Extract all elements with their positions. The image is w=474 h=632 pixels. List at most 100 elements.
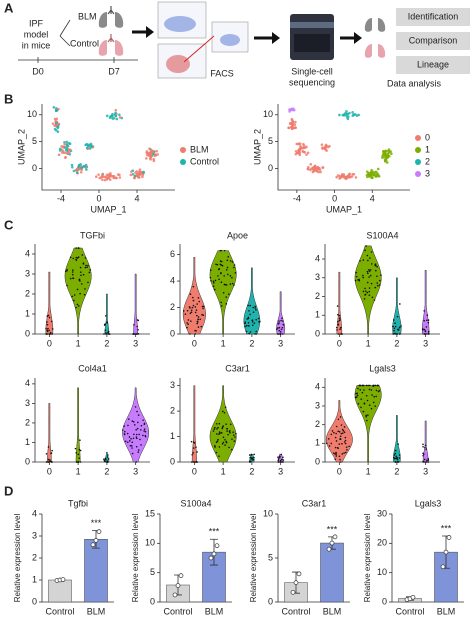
x-tick-label: 3: [423, 338, 428, 348]
cell-dot: [225, 296, 228, 298]
cell-dot: [335, 326, 338, 329]
cell-dot: [215, 263, 217, 266]
group-label: BLM: [78, 11, 97, 21]
cell-dot: [229, 430, 231, 432]
cell-dot: [213, 428, 216, 430]
cell-point: [149, 158, 152, 161]
cell-dot: [355, 271, 358, 274]
cell-dot: [253, 456, 255, 459]
cell-dot: [50, 320, 53, 323]
cell-dot: [133, 324, 135, 326]
cell-point: [136, 174, 140, 178]
cell-dot: [218, 422, 221, 425]
cell-point: [383, 155, 386, 158]
cell-dot: [396, 456, 398, 459]
cell-point: [156, 153, 159, 156]
violin: [45, 271, 54, 335]
cell-dot: [330, 442, 333, 445]
violin-title: Apoe: [227, 230, 248, 240]
cell-dot: [79, 292, 81, 295]
y-tick-label: 0: [25, 456, 30, 466]
cell-dot: [337, 320, 339, 323]
cell-point: [376, 167, 380, 171]
cell-dot: [423, 333, 426, 335]
cell-dot: [371, 296, 374, 299]
replicate-point: [172, 592, 178, 598]
cell-dot: [220, 432, 223, 434]
cell-dot: [366, 270, 369, 273]
cell-point: [315, 169, 318, 172]
cell-dot: [107, 333, 110, 335]
cell-point: [345, 114, 348, 117]
cell-dot: [194, 306, 197, 308]
cell-dot: [139, 438, 141, 441]
cell-dot: [215, 441, 218, 444]
y-tick-label: 5: [150, 567, 155, 577]
lung-icon: [98, 6, 124, 28]
cell-point: [133, 176, 136, 180]
cell-dot: [400, 325, 402, 327]
violin: [182, 256, 206, 335]
cell-dot: [46, 329, 48, 332]
cell-point: [290, 117, 294, 121]
cell-dot: [376, 266, 379, 268]
cell-dot: [46, 321, 48, 323]
cell-dot: [219, 260, 222, 262]
cell-dot: [427, 457, 430, 460]
violin: [122, 387, 150, 463]
cell-dot: [368, 388, 371, 391]
cell-dot: [77, 305, 80, 307]
cell-dot: [51, 449, 53, 452]
bar: [48, 579, 72, 603]
cell-point: [151, 150, 155, 154]
cell-point: [109, 115, 112, 118]
legend-swatch: [180, 147, 186, 153]
cell-point: [105, 173, 109, 177]
cell-dot: [194, 311, 197, 314]
cell-dot: [136, 333, 138, 335]
cell-point: [112, 116, 116, 120]
cell-dot: [194, 333, 197, 335]
x-tick-label: -4: [57, 193, 65, 203]
y-tick-label: 0: [32, 163, 37, 173]
cell-dot: [202, 307, 204, 310]
cell-dot: [135, 461, 138, 463]
cell-point: [66, 144, 70, 148]
cell-point: [338, 113, 341, 117]
replicate-point: [60, 577, 66, 582]
cell-dot: [245, 330, 248, 333]
cell-dot: [231, 438, 233, 440]
cell-dot: [228, 293, 230, 295]
cell-dot: [337, 430, 340, 432]
cell-dot: [425, 333, 428, 335]
cell-dot: [215, 451, 218, 454]
cell-dot: [282, 333, 284, 335]
bar: [84, 539, 108, 603]
cell-dot: [49, 333, 51, 335]
cell-dot: [426, 459, 428, 462]
cell-dot: [250, 454, 253, 456]
cell-dot: [107, 454, 109, 456]
arrow: [272, 32, 280, 44]
cell-dot: [426, 314, 429, 316]
bar: [320, 542, 344, 603]
x-tick-label: 0: [47, 338, 52, 348]
cell-dot: [84, 257, 87, 259]
cell-dot: [229, 283, 232, 285]
y-tick-label: 0: [32, 596, 37, 606]
cell-dot: [131, 452, 134, 455]
cell-dot: [280, 458, 283, 461]
y-tick-label: 2: [32, 552, 37, 562]
facs-plot: [211, 21, 249, 53]
cell-dot: [364, 294, 366, 296]
cell-dot: [424, 444, 427, 447]
violin: [354, 245, 382, 335]
cell-dot: [79, 271, 82, 273]
cell-dot: [370, 282, 373, 285]
cell-dot: [140, 424, 143, 427]
cell-dot: [127, 418, 130, 420]
cell-dot: [233, 266, 235, 269]
cell-point: [105, 114, 109, 118]
cell-dot: [398, 454, 401, 456]
cell-dot: [225, 423, 227, 425]
